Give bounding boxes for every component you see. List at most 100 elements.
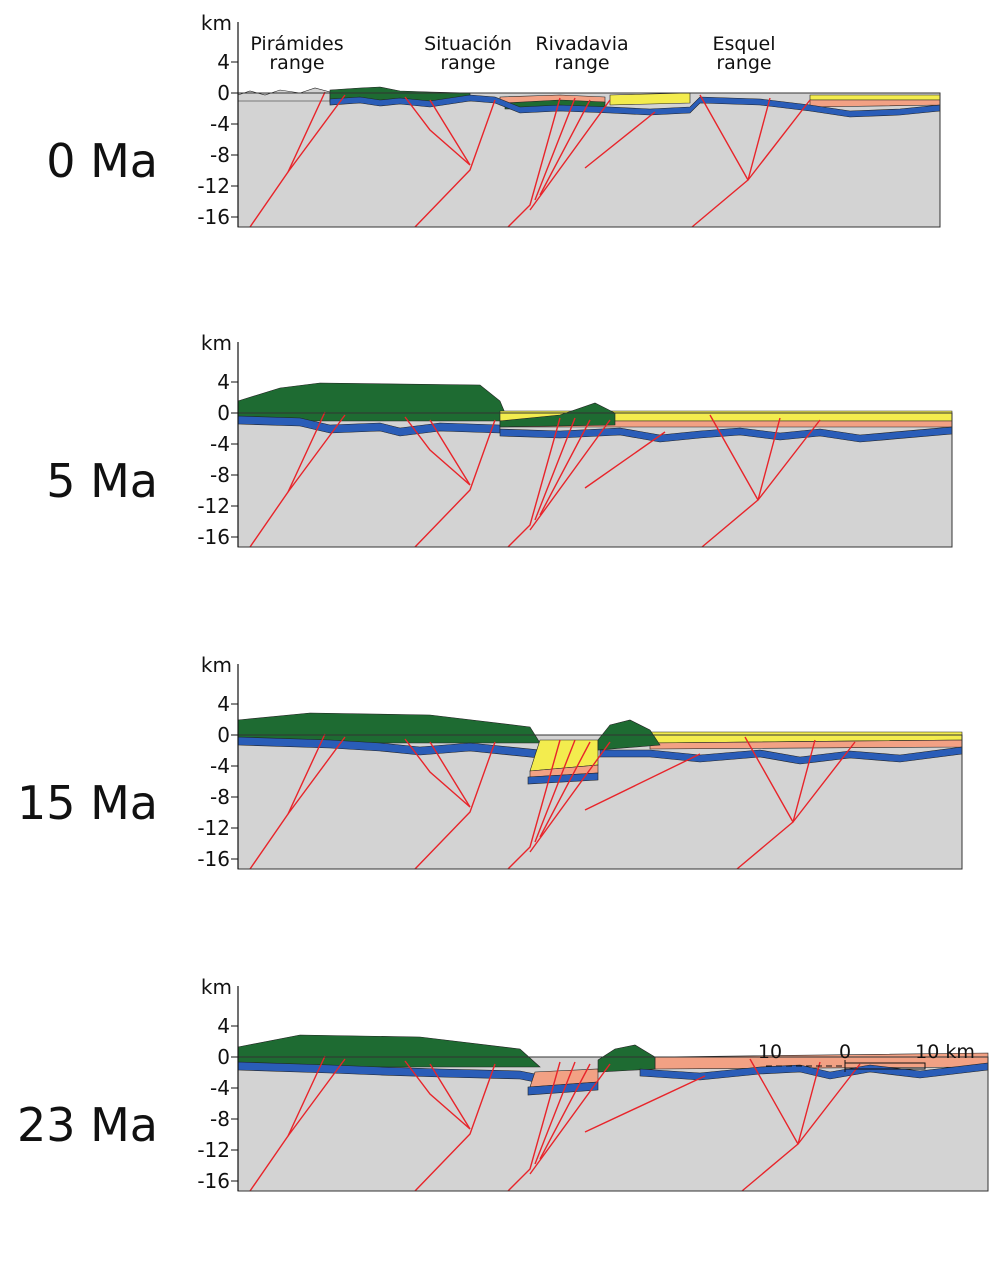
fault — [414, 419, 496, 548]
tick-label: -4 — [210, 754, 230, 778]
fault — [414, 741, 496, 870]
axis-unit: km — [201, 653, 232, 677]
tick-label: -12 — [197, 494, 230, 518]
scale-left: 10 — [758, 1041, 782, 1063]
tick-label: -12 — [197, 816, 230, 840]
fault — [507, 417, 561, 548]
axis-unit: km — [201, 11, 232, 35]
tick-label: -12 — [197, 174, 230, 198]
fault — [539, 741, 591, 838]
axis-unit: km — [201, 975, 232, 999]
tick-label: -8 — [210, 1107, 230, 1131]
fault — [534, 1061, 576, 1165]
fault — [429, 741, 471, 808]
cross-section — [237, 382, 953, 548]
fault — [534, 417, 576, 521]
fault — [429, 419, 471, 486]
age-label: 0 Ma — [46, 134, 158, 188]
fault — [747, 97, 771, 181]
fault — [584, 431, 666, 489]
scale-right: 10 km — [915, 1041, 975, 1063]
fault — [404, 96, 471, 166]
range-name: Pirámides — [250, 33, 343, 55]
fault — [747, 99, 811, 181]
fault — [539, 99, 591, 196]
fault — [287, 414, 346, 493]
fault — [529, 741, 611, 853]
fault — [757, 419, 821, 501]
fault — [797, 1061, 821, 1145]
range-name: Rivadavia — [535, 33, 628, 55]
tick-label: -12 — [197, 1138, 230, 1162]
fault — [529, 1063, 611, 1175]
tick-label: -16 — [197, 525, 230, 549]
fault — [529, 99, 611, 211]
tick-label: -16 — [197, 1169, 230, 1193]
age-label: 15 Ma — [17, 776, 158, 830]
scale-middle: 0 — [839, 1041, 851, 1063]
fault — [404, 1060, 471, 1130]
fault — [584, 1075, 706, 1133]
fault — [414, 99, 496, 228]
tick-label: 0 — [217, 723, 230, 747]
fault — [507, 97, 561, 228]
tick-label: -8 — [210, 463, 230, 487]
layer — [237, 382, 506, 422]
basement — [238, 1057, 988, 1191]
fault — [429, 1063, 471, 1130]
layer — [527, 1081, 599, 1096]
tick-label: 4 — [217, 692, 230, 716]
fault — [797, 1063, 861, 1145]
range-name: Situación — [424, 33, 512, 55]
layer — [237, 87, 331, 102]
fault — [404, 738, 471, 808]
fault — [792, 739, 816, 823]
range-sub: range — [554, 52, 609, 74]
range-sub: range — [269, 52, 324, 74]
range-name: Esquel — [713, 33, 776, 55]
fault — [534, 97, 576, 201]
cross-section — [237, 712, 963, 870]
layer — [237, 1034, 541, 1068]
fault — [287, 736, 346, 815]
fault — [529, 419, 611, 531]
layer — [609, 92, 691, 106]
tick-label: 0 — [217, 1045, 230, 1069]
tick-label: -4 — [210, 1076, 230, 1100]
fault — [584, 753, 701, 811]
range-sub: range — [716, 52, 771, 74]
layer — [809, 94, 941, 101]
tick-label: -16 — [197, 205, 230, 229]
tick-label: 4 — [217, 370, 230, 394]
fault — [757, 417, 781, 501]
fault — [404, 416, 471, 486]
tick-label: -4 — [210, 432, 230, 456]
fault — [414, 1063, 496, 1192]
tick-label: 4 — [217, 1014, 230, 1038]
range-sub: range — [440, 52, 495, 74]
fault — [539, 419, 591, 516]
fault — [539, 1063, 591, 1160]
tick-label: 0 — [217, 81, 230, 105]
fault — [507, 1061, 561, 1192]
fault — [792, 741, 856, 823]
axis-unit: km — [201, 331, 232, 355]
tick-label: 4 — [217, 50, 230, 74]
tick-label: 0 — [217, 401, 230, 425]
fault — [507, 739, 561, 870]
layer — [527, 772, 599, 785]
cross-section — [237, 1034, 989, 1192]
tick-label: -8 — [210, 143, 230, 167]
fault — [429, 99, 471, 166]
fault — [287, 94, 346, 173]
age-label: 5 Ma — [46, 454, 158, 508]
tick-label: -8 — [210, 785, 230, 809]
fault — [534, 739, 576, 843]
cross-section — [237, 86, 941, 228]
age-label: 23 Ma — [17, 1098, 158, 1152]
tick-label: -16 — [197, 847, 230, 871]
tick-label: -4 — [210, 112, 230, 136]
basement — [238, 93, 940, 227]
fault — [287, 1058, 346, 1137]
